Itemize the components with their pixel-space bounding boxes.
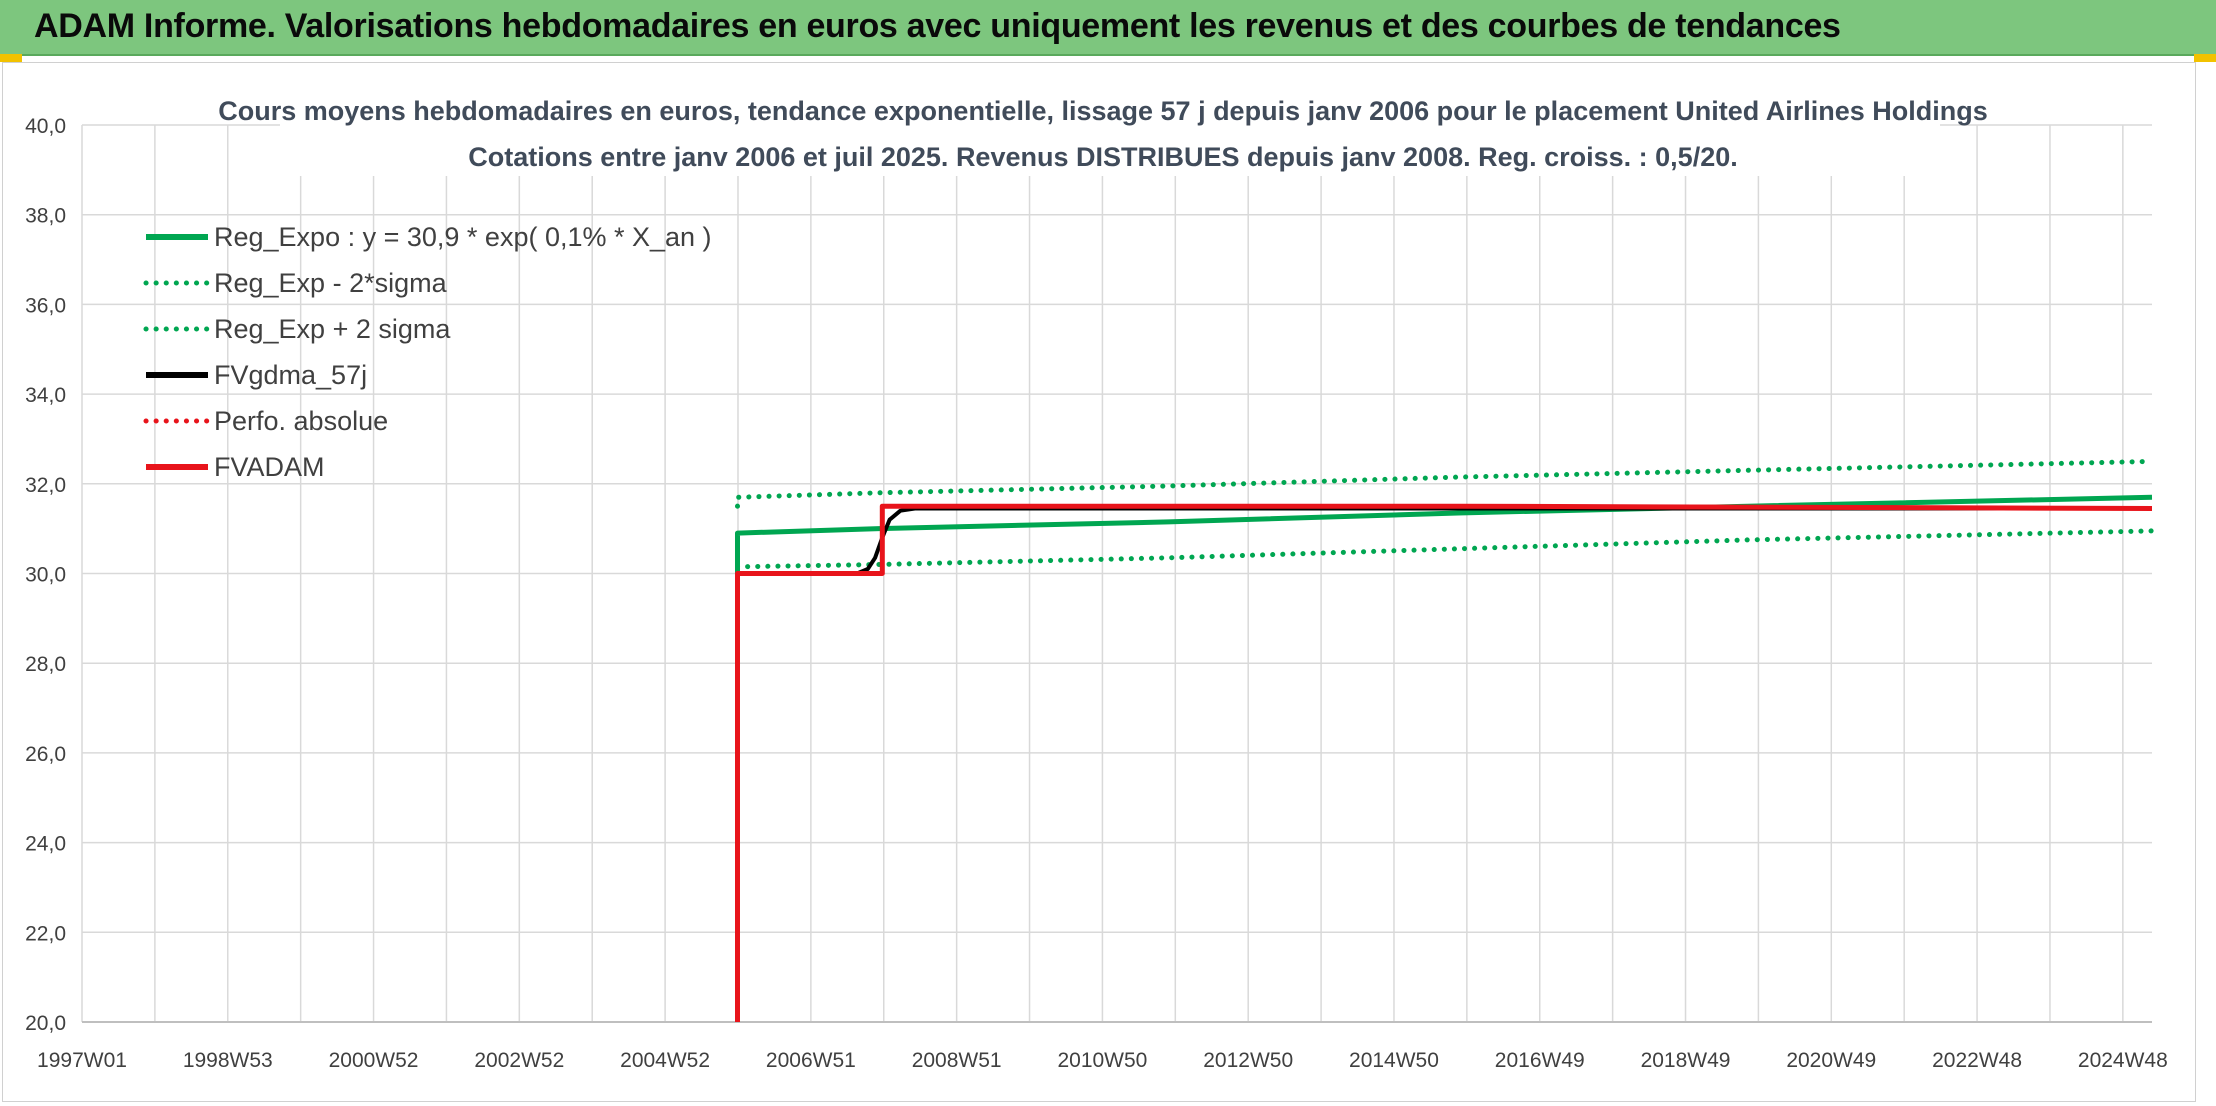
legend-label: FVADAM	[214, 452, 325, 482]
y-tick-label: 32,0	[25, 474, 66, 497]
x-tick-labels: 1997W01 1998W53 2000W52 2002W52 2004W52 2006W…	[37, 1049, 2168, 1072]
x-tick-label: 2024W48	[2078, 1049, 2168, 1072]
y-tick-label: 24,0	[25, 833, 66, 856]
x-tick-label: 2014W50	[1349, 1049, 1439, 1072]
x-tick-label: 2004W52	[620, 1049, 710, 1072]
corner-marker-right	[2194, 54, 2216, 62]
x-tick-label: 2016W49	[1495, 1049, 1585, 1072]
corner-marker-left	[0, 54, 22, 62]
x-tick-label: 2012W50	[1203, 1049, 1293, 1072]
report-banner: ADAM Informe. Valorisations hebdomadaire…	[0, 0, 2216, 56]
y-tick-label: 36,0	[25, 294, 66, 317]
y-tick-label: 40,0	[25, 115, 66, 138]
y-tick-label: 20,0	[25, 1012, 66, 1035]
legend-label: Reg_Exp - 2*sigma	[214, 268, 448, 298]
x-tick-label: 2022W48	[1932, 1049, 2022, 1072]
x-tick-label: 2018W49	[1641, 1049, 1731, 1072]
x-tick-label: 2000W52	[329, 1049, 419, 1072]
y-tick-label: 26,0	[25, 743, 66, 766]
grid-layer	[81, 124, 2152, 1023]
x-tick-label: 2002W52	[474, 1049, 564, 1072]
series-line	[735, 503, 2153, 1022]
chart-frame	[2, 62, 2196, 1102]
series-layer	[735, 458, 2155, 1022]
legend-label: FVgdma_57j	[214, 360, 367, 390]
y-tick-label: 34,0	[25, 384, 66, 407]
title-backdrop	[280, 88, 1940, 176]
report-title: ADAM Informe. Valorisations hebdomadaire…	[34, 7, 1841, 45]
legend-label: Perfo. absolue	[214, 406, 388, 436]
legend: Reg_Expo : y = 30,9 * exp( 0,1% * X_an )…	[143, 222, 712, 482]
y-tick-label: 30,0	[25, 564, 66, 587]
chart-subtitle: Cotations entre janv 2006 et juil 2025. …	[468, 142, 1738, 172]
legend-label: Reg_Exp + 2 sigma	[214, 314, 451, 344]
x-tick-label: 2008W51	[912, 1049, 1002, 1072]
series-line	[735, 458, 2155, 509]
x-tick-label: 2020W49	[1786, 1049, 1876, 1072]
y-tick-label: 22,0	[25, 922, 66, 945]
x-tick-label: 1997W01	[37, 1049, 127, 1072]
y-tick-label: 28,0	[25, 653, 66, 676]
x-tick-label: 1998W53	[183, 1049, 273, 1072]
x-tick-label: 2010W50	[1057, 1049, 1147, 1072]
series-line	[735, 528, 2155, 570]
x-tick-label: 2006W51	[766, 1049, 856, 1072]
y-tick-label: 38,0	[25, 205, 66, 228]
y-tick-labels: 20,0 22,0 24,0 26,0 28,0 30,0 32,0 34,0 36,0 38,0…	[25, 115, 66, 1035]
legend-label: Reg_Expo : y = 30,9 * exp( 0,1% * X_an )	[214, 222, 712, 252]
chart-title: Cours moyens hebdomadaires en euros, ten…	[218, 96, 1988, 126]
